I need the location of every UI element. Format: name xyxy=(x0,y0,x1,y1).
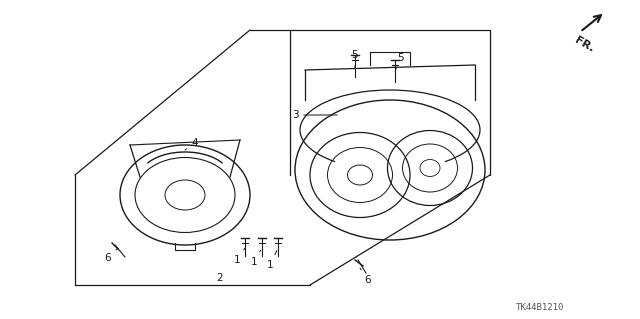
Text: 1: 1 xyxy=(234,248,245,265)
Text: 6: 6 xyxy=(360,268,371,285)
Text: 3: 3 xyxy=(292,110,337,120)
Text: 4: 4 xyxy=(185,138,198,150)
Text: 6: 6 xyxy=(105,248,118,263)
Text: TK44B1210: TK44B1210 xyxy=(516,303,564,313)
Text: 5: 5 xyxy=(352,50,358,68)
Text: 1: 1 xyxy=(267,250,277,270)
Text: 1: 1 xyxy=(251,250,260,267)
Text: 2: 2 xyxy=(217,273,223,283)
Text: FR.: FR. xyxy=(573,35,596,54)
Text: 5: 5 xyxy=(396,53,403,69)
